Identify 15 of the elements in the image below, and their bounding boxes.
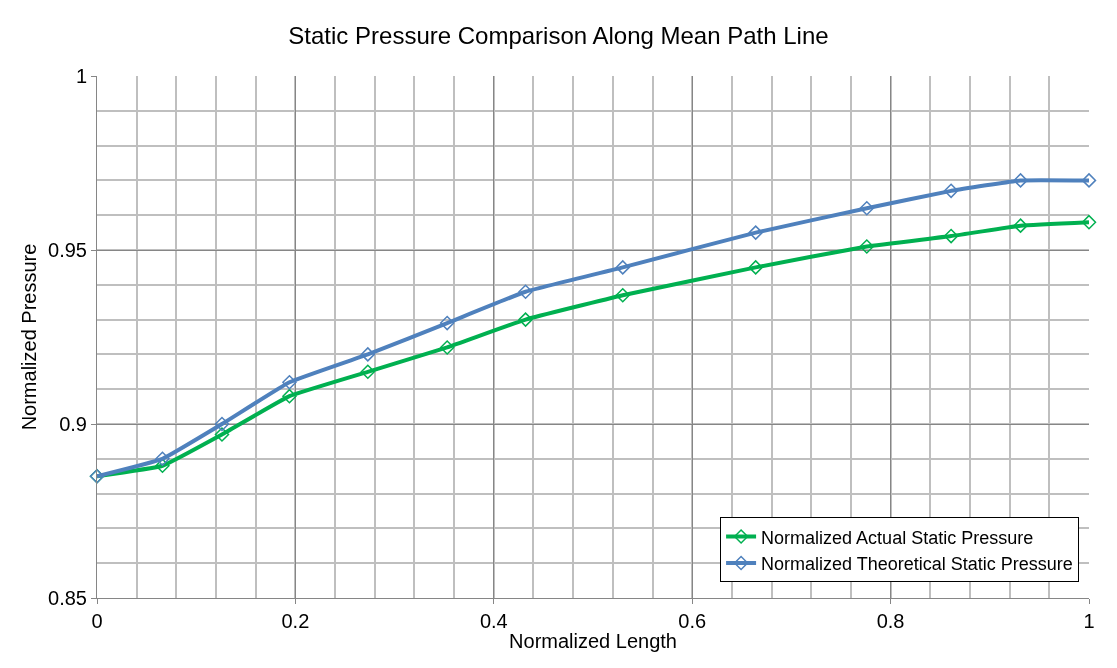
x-tick-label: 0 xyxy=(91,610,103,632)
legend-label: Normalized Theoretical Static Pressure xyxy=(761,553,1073,574)
x-axis-title: Normalized Length xyxy=(509,629,677,652)
x-tick-label: 0.2 xyxy=(281,610,310,632)
x-tick-label: 0.8 xyxy=(876,610,905,632)
y-axis-title: Normalized Pressure xyxy=(17,243,40,431)
legend-label: Normalized Actual Static Pressure xyxy=(761,527,1034,548)
x-tick-label: 0.6 xyxy=(678,610,707,632)
y-tick-label: 0.95 xyxy=(48,239,87,261)
x-tick-label: 1 xyxy=(1083,610,1095,632)
y-tick-label: 0.85 xyxy=(48,587,87,609)
chart-title: Static Pressure Comparison Along Mean Path Line xyxy=(288,21,829,49)
y-tick-label: 1 xyxy=(75,65,87,87)
x-tick-label: 0.4 xyxy=(479,610,508,632)
y-tick-label: 0.9 xyxy=(59,413,87,435)
